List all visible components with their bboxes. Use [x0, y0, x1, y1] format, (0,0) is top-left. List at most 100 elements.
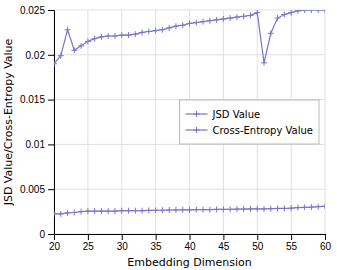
marker: [146, 207, 152, 213]
marker: [200, 19, 206, 25]
marker: [71, 47, 77, 53]
marker: [241, 13, 247, 19]
marker: [180, 22, 186, 28]
marker: [281, 11, 287, 17]
y-tick-mark: [48, 234, 54, 235]
y-tick: 0.01: [26, 139, 54, 150]
marker: [241, 206, 247, 212]
marker: [98, 208, 104, 214]
marker: [173, 207, 179, 213]
x-tick: 20: [49, 234, 61, 252]
x-tick-label: 40: [184, 241, 196, 252]
grid-line-x: [121, 10, 122, 234]
marker: [288, 10, 294, 16]
x-tick: 40: [184, 234, 196, 252]
marker: [295, 10, 301, 14]
y-tick: 0.025: [20, 5, 54, 16]
marker: [139, 208, 145, 214]
marker: [58, 211, 64, 217]
y-tick: 0.005: [20, 184, 54, 195]
marker: [78, 209, 84, 215]
marker: [173, 23, 179, 29]
marker: [119, 208, 125, 214]
marker: [112, 208, 118, 214]
grid-line-y: [54, 10, 325, 11]
y-tick-mark: [48, 55, 54, 56]
marker: [187, 20, 193, 26]
marker: [261, 206, 267, 212]
marker: [65, 210, 71, 216]
y-tick: 0: [39, 229, 54, 240]
marker: [227, 15, 233, 21]
marker: [132, 208, 138, 214]
marker: [207, 18, 213, 24]
marker: [315, 10, 321, 13]
grid-line-y: [54, 189, 325, 190]
marker: [302, 204, 308, 210]
marker: [302, 10, 308, 13]
marker: [153, 28, 159, 34]
marker: [220, 206, 226, 212]
marker: [322, 10, 325, 13]
x-axis-title: Embedding Dimension: [127, 256, 251, 269]
y-tick-label: 0.005: [20, 184, 45, 195]
marker: [234, 206, 240, 212]
x-tick-label: 60: [320, 241, 332, 252]
y-tick-label: 0.025: [20, 5, 45, 16]
marker: [92, 208, 98, 214]
grid-line-x: [325, 10, 326, 234]
legend-marker: [193, 111, 199, 117]
marker: [139, 29, 145, 35]
marker: [214, 17, 220, 23]
y-tick-mark: [48, 10, 54, 11]
marker: [234, 14, 240, 20]
x-tick-label: 50: [252, 241, 264, 252]
y-tick-label: 0.015: [20, 94, 45, 105]
y-tick-label: 0.02: [26, 50, 46, 61]
y-tick-label: 0: [39, 229, 45, 240]
grid-line-y: [54, 54, 325, 55]
marker: [268, 30, 274, 36]
x-tick-mark: [291, 234, 292, 240]
y-axis-title: JSD Value/Cross-Entropy Value: [2, 38, 15, 206]
plot: 20 25 30 35 40 45 50 55 60 0 0.005 0.01 0.015 0.02 0.0…: [20, 5, 332, 252]
marker: [119, 32, 125, 38]
x-tick-label: 25: [83, 241, 95, 252]
marker: [54, 61, 57, 67]
y-tick-mark: [48, 144, 54, 145]
marker: [281, 205, 287, 211]
x-tick: 25: [83, 234, 95, 252]
x-tick-label: 30: [117, 241, 129, 252]
marker: [308, 10, 314, 13]
y-tick: 0.015: [20, 94, 54, 105]
marker: [58, 53, 64, 59]
series-line: [54, 206, 325, 214]
marker: [105, 208, 111, 214]
marker: [275, 205, 281, 211]
y-tick-mark: [48, 189, 54, 190]
marker: [54, 211, 57, 217]
marker: [200, 207, 206, 213]
grid-line-x: [155, 10, 156, 234]
x-tick-mark: [122, 234, 123, 240]
x-tick-label: 35: [151, 241, 163, 252]
x-tick-label: 45: [218, 241, 230, 252]
marker: [166, 207, 172, 213]
marker: [153, 207, 159, 213]
x-tick: 50: [252, 234, 264, 252]
marker: [227, 206, 233, 212]
marker: [146, 29, 152, 35]
marker: [71, 209, 77, 215]
y-tick: 0.02: [26, 50, 54, 61]
marker: [159, 27, 165, 33]
marks: [54, 10, 325, 217]
x-tick-mark: [190, 234, 191, 240]
x-tick: 55: [286, 234, 298, 252]
marker: [65, 27, 71, 33]
x-tick: 35: [151, 234, 163, 252]
marker: [288, 205, 294, 211]
x-tick-mark: [257, 234, 258, 240]
series-line: [54, 10, 325, 64]
marker: [85, 38, 91, 44]
marker: [254, 206, 260, 212]
